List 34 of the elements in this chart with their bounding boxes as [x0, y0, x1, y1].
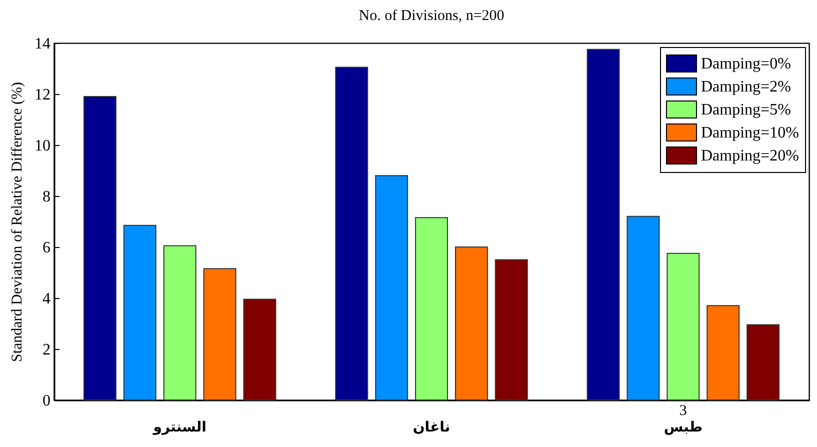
legend-label: Damping=0%	[701, 56, 791, 72]
y-axis-title: Standard Deviation of Relative Difference (%)	[10, 82, 26, 362]
bar	[203, 268, 236, 400]
legend-label: Damping=2%	[701, 78, 791, 96]
chart-title: No. of Divisions, n=200	[358, 8, 504, 24]
bar	[494, 259, 528, 400]
bar	[586, 48, 620, 400]
bar	[706, 305, 740, 400]
legend-label: Damping=10%	[701, 124, 799, 142]
bar	[626, 216, 660, 400]
y-tick-label: 14	[34, 36, 50, 52]
bar	[335, 66, 368, 400]
x-tick-label: طبس	[664, 420, 703, 436]
bar	[163, 245, 196, 400]
y-tick-label: 6	[42, 240, 50, 256]
y-tick-label: 8	[42, 188, 50, 206]
bar	[746, 324, 780, 400]
bar	[666, 252, 700, 400]
bar	[123, 224, 156, 400]
y-tick-label: 2	[42, 342, 50, 358]
y-tick-label: 10	[34, 138, 50, 154]
text: 3	[679, 403, 687, 419]
legend-label: Damping=20%	[701, 148, 799, 164]
y-tick-label: 12	[34, 86, 50, 104]
y-tick-label: 4	[42, 290, 50, 308]
bar	[243, 298, 276, 400]
x-tick-label: السنترو	[152, 420, 206, 436]
x-tick-label: ناغان	[412, 420, 450, 436]
bar	[415, 217, 448, 400]
legend-label: Damping=5%	[701, 102, 791, 118]
bar	[375, 175, 408, 400]
y-tick-label: 0	[42, 392, 50, 410]
bar	[454, 246, 488, 400]
bar	[83, 96, 116, 400]
